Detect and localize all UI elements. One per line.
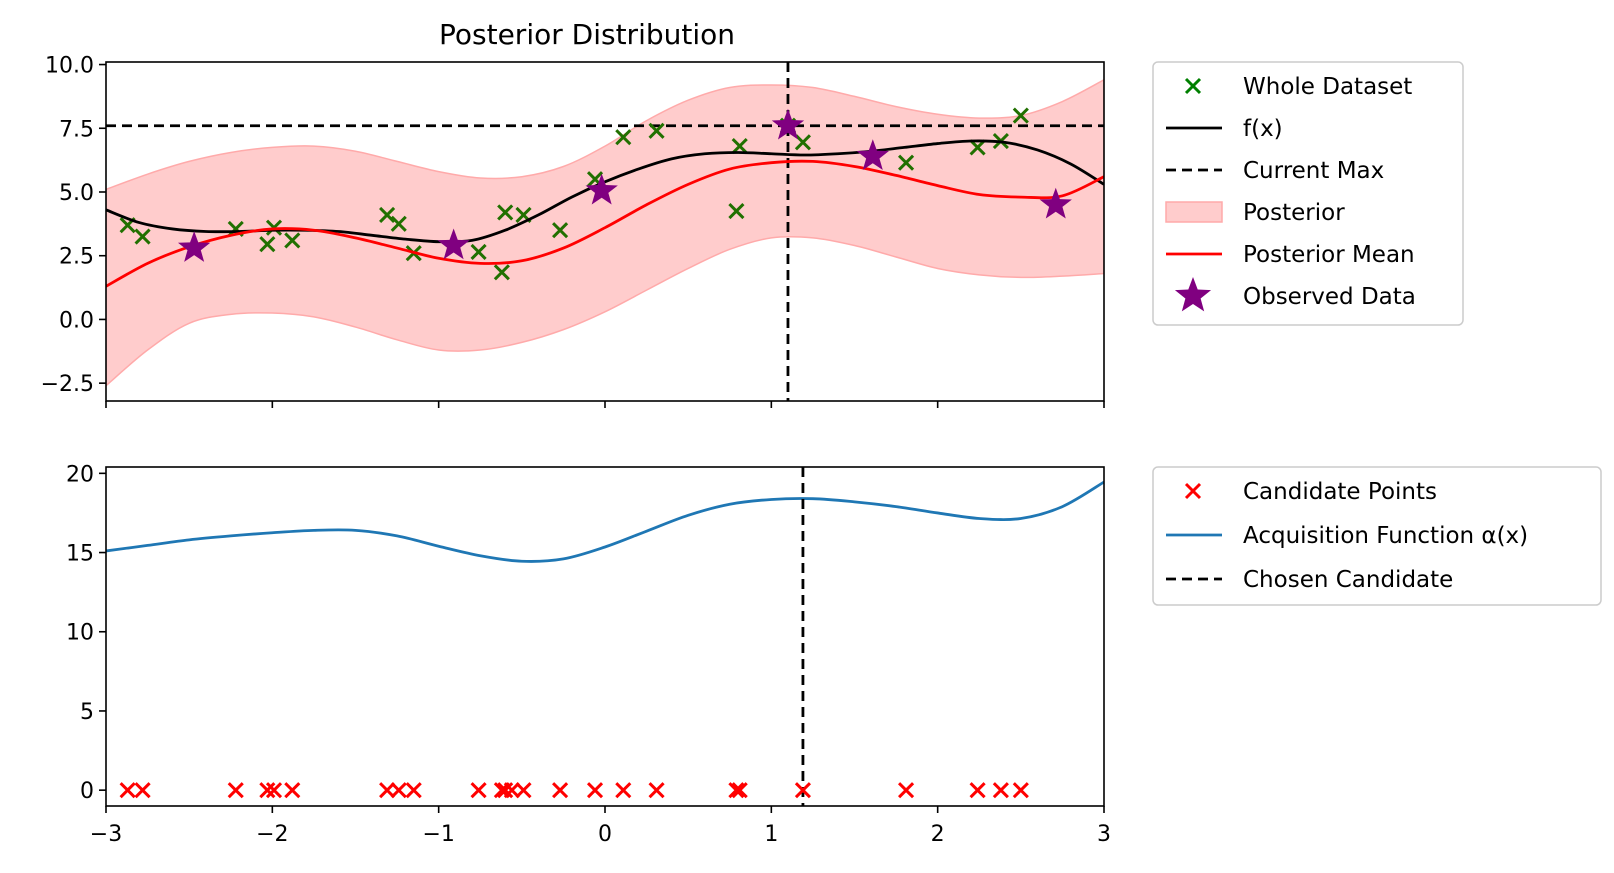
candidate-point <box>265 782 283 799</box>
acquisition-axes-frame <box>105 466 1105 807</box>
dataset-point <box>552 222 569 239</box>
candidate-point <box>794 782 811 799</box>
posterior-y-ticks: −2.5 0.0 2.5 5.0 7.5 10.0 <box>41 54 106 397</box>
dataset-point <box>493 264 510 281</box>
dataset-point <box>794 134 811 151</box>
legend-label-observed-data: Observed Data <box>1243 284 1416 310</box>
legend-label-f: f(x) <box>1243 116 1283 142</box>
candidate-point <box>284 782 301 799</box>
legend-marker-whole-dataset <box>1184 77 1202 95</box>
y-tick-label: 0.0 <box>59 308 94 333</box>
legend-label-posterior: Posterior <box>1243 200 1345 226</box>
y-tick-label: 5.0 <box>59 181 94 206</box>
acquisition-y-ticks: 0 5 10 15 20 <box>66 462 106 804</box>
legend-marker-observed-data <box>1174 277 1212 312</box>
candidate-point <box>992 782 1009 799</box>
candidate-point <box>515 782 532 799</box>
candidate-point <box>503 782 520 799</box>
posterior-legend-frame <box>1152 61 1464 326</box>
observed-point <box>437 228 470 260</box>
posterior-x-ticks <box>105 401 1105 408</box>
x-tick-label: 3 <box>1097 822 1111 847</box>
legend-label-candidate-points: Candidate Points <box>1243 479 1437 505</box>
candidate-point <box>615 782 632 799</box>
candidate-point <box>497 782 514 799</box>
y-tick-label: 7.5 <box>59 117 94 142</box>
observed-point <box>1039 187 1072 219</box>
candidate-point <box>119 782 136 799</box>
acquisition-legend: Candidate Points Acquisition Function α(… <box>1152 466 1602 606</box>
observed-point <box>771 108 805 140</box>
chart-title: Posterior Distribution <box>439 18 735 51</box>
observed-point <box>856 139 889 171</box>
dataset-point <box>134 228 151 245</box>
dataset-point <box>259 236 276 253</box>
y-tick-label: 10 <box>66 621 94 646</box>
y-tick-label: 15 <box>66 542 94 567</box>
x-tick-label: −1 <box>422 822 454 847</box>
dataset-point <box>497 204 514 221</box>
y-tick-label: 20 <box>66 462 94 487</box>
y-tick-label: 2.5 <box>59 245 94 270</box>
y-tick-label: 0 <box>80 779 94 804</box>
candidate-point <box>379 782 396 799</box>
x-tick-label: 1 <box>764 822 778 847</box>
candidate-point <box>969 782 986 799</box>
legend-label-chosen-candidate: Chosen Candidate <box>1243 567 1453 593</box>
dataset-point <box>379 206 396 223</box>
observed-point <box>177 231 211 262</box>
dataset-point <box>390 215 407 232</box>
candidate-point <box>1012 782 1029 799</box>
candidate-point <box>728 782 745 799</box>
x-tick-label: 0 <box>598 822 612 847</box>
x-tick-label: −2 <box>256 822 288 847</box>
dataset-point <box>470 243 487 260</box>
candidate-point <box>259 782 276 799</box>
legend-marker-candidate-points <box>1184 482 1202 500</box>
candidate-point <box>552 782 569 799</box>
posterior-mean-line <box>106 159 1104 288</box>
legend-swatch-posterior <box>1165 201 1223 223</box>
candidate-point <box>648 782 665 799</box>
candidate-point <box>586 782 604 799</box>
candidate-point <box>470 782 487 799</box>
legend-label-acquisition: Acquisition Function α(x) <box>1243 523 1528 549</box>
x-tick-label: −3 <box>90 822 122 847</box>
dataset-point <box>731 138 748 155</box>
posterior-panel: Posterior Distribution −2.5 0.0 2.5 5.0 7.5 1… <box>41 18 1105 408</box>
dataset-point <box>728 203 745 220</box>
legend-label-whole-dataset: Whole Dataset <box>1243 74 1412 100</box>
x-tick-label: 2 <box>931 822 945 847</box>
posterior-legend: Whole Dataset f(x) Current Max Posterior… <box>1152 61 1464 326</box>
dataset-point <box>648 122 665 139</box>
candidate-point <box>898 782 915 799</box>
acquisition-line <box>106 480 1104 563</box>
dataset-point <box>969 139 986 156</box>
posterior-band <box>106 78 1104 387</box>
dataset-point <box>284 232 301 249</box>
y-tick-label: 5 <box>80 700 94 725</box>
dataset-point <box>898 154 915 171</box>
dataset-point <box>615 129 632 146</box>
candidate-point <box>134 782 151 799</box>
posterior-plot-area <box>106 62 1104 401</box>
candidate-point <box>405 782 422 799</box>
acquisition-legend-frame <box>1152 466 1602 606</box>
candidate-point <box>731 782 748 799</box>
dataset-point <box>1012 107 1029 124</box>
acquisition-x-ticks: −3 −2 −1 0 1 2 3 <box>90 806 1111 847</box>
y-tick-label: −2.5 <box>41 372 94 397</box>
acquisition-panel: 0 5 10 15 20 −3 −2 −1 0 1 2 3 <box>66 462 1111 847</box>
legend-label-posterior-mean: Posterior Mean <box>1243 242 1415 268</box>
observed-point <box>585 173 618 205</box>
y-tick-label: 10.0 <box>45 54 94 79</box>
legend-label-current-max: Current Max <box>1243 158 1384 184</box>
candidate-point <box>390 782 407 799</box>
candidate-point <box>227 782 244 799</box>
acquisition-plot-area <box>106 467 1104 806</box>
